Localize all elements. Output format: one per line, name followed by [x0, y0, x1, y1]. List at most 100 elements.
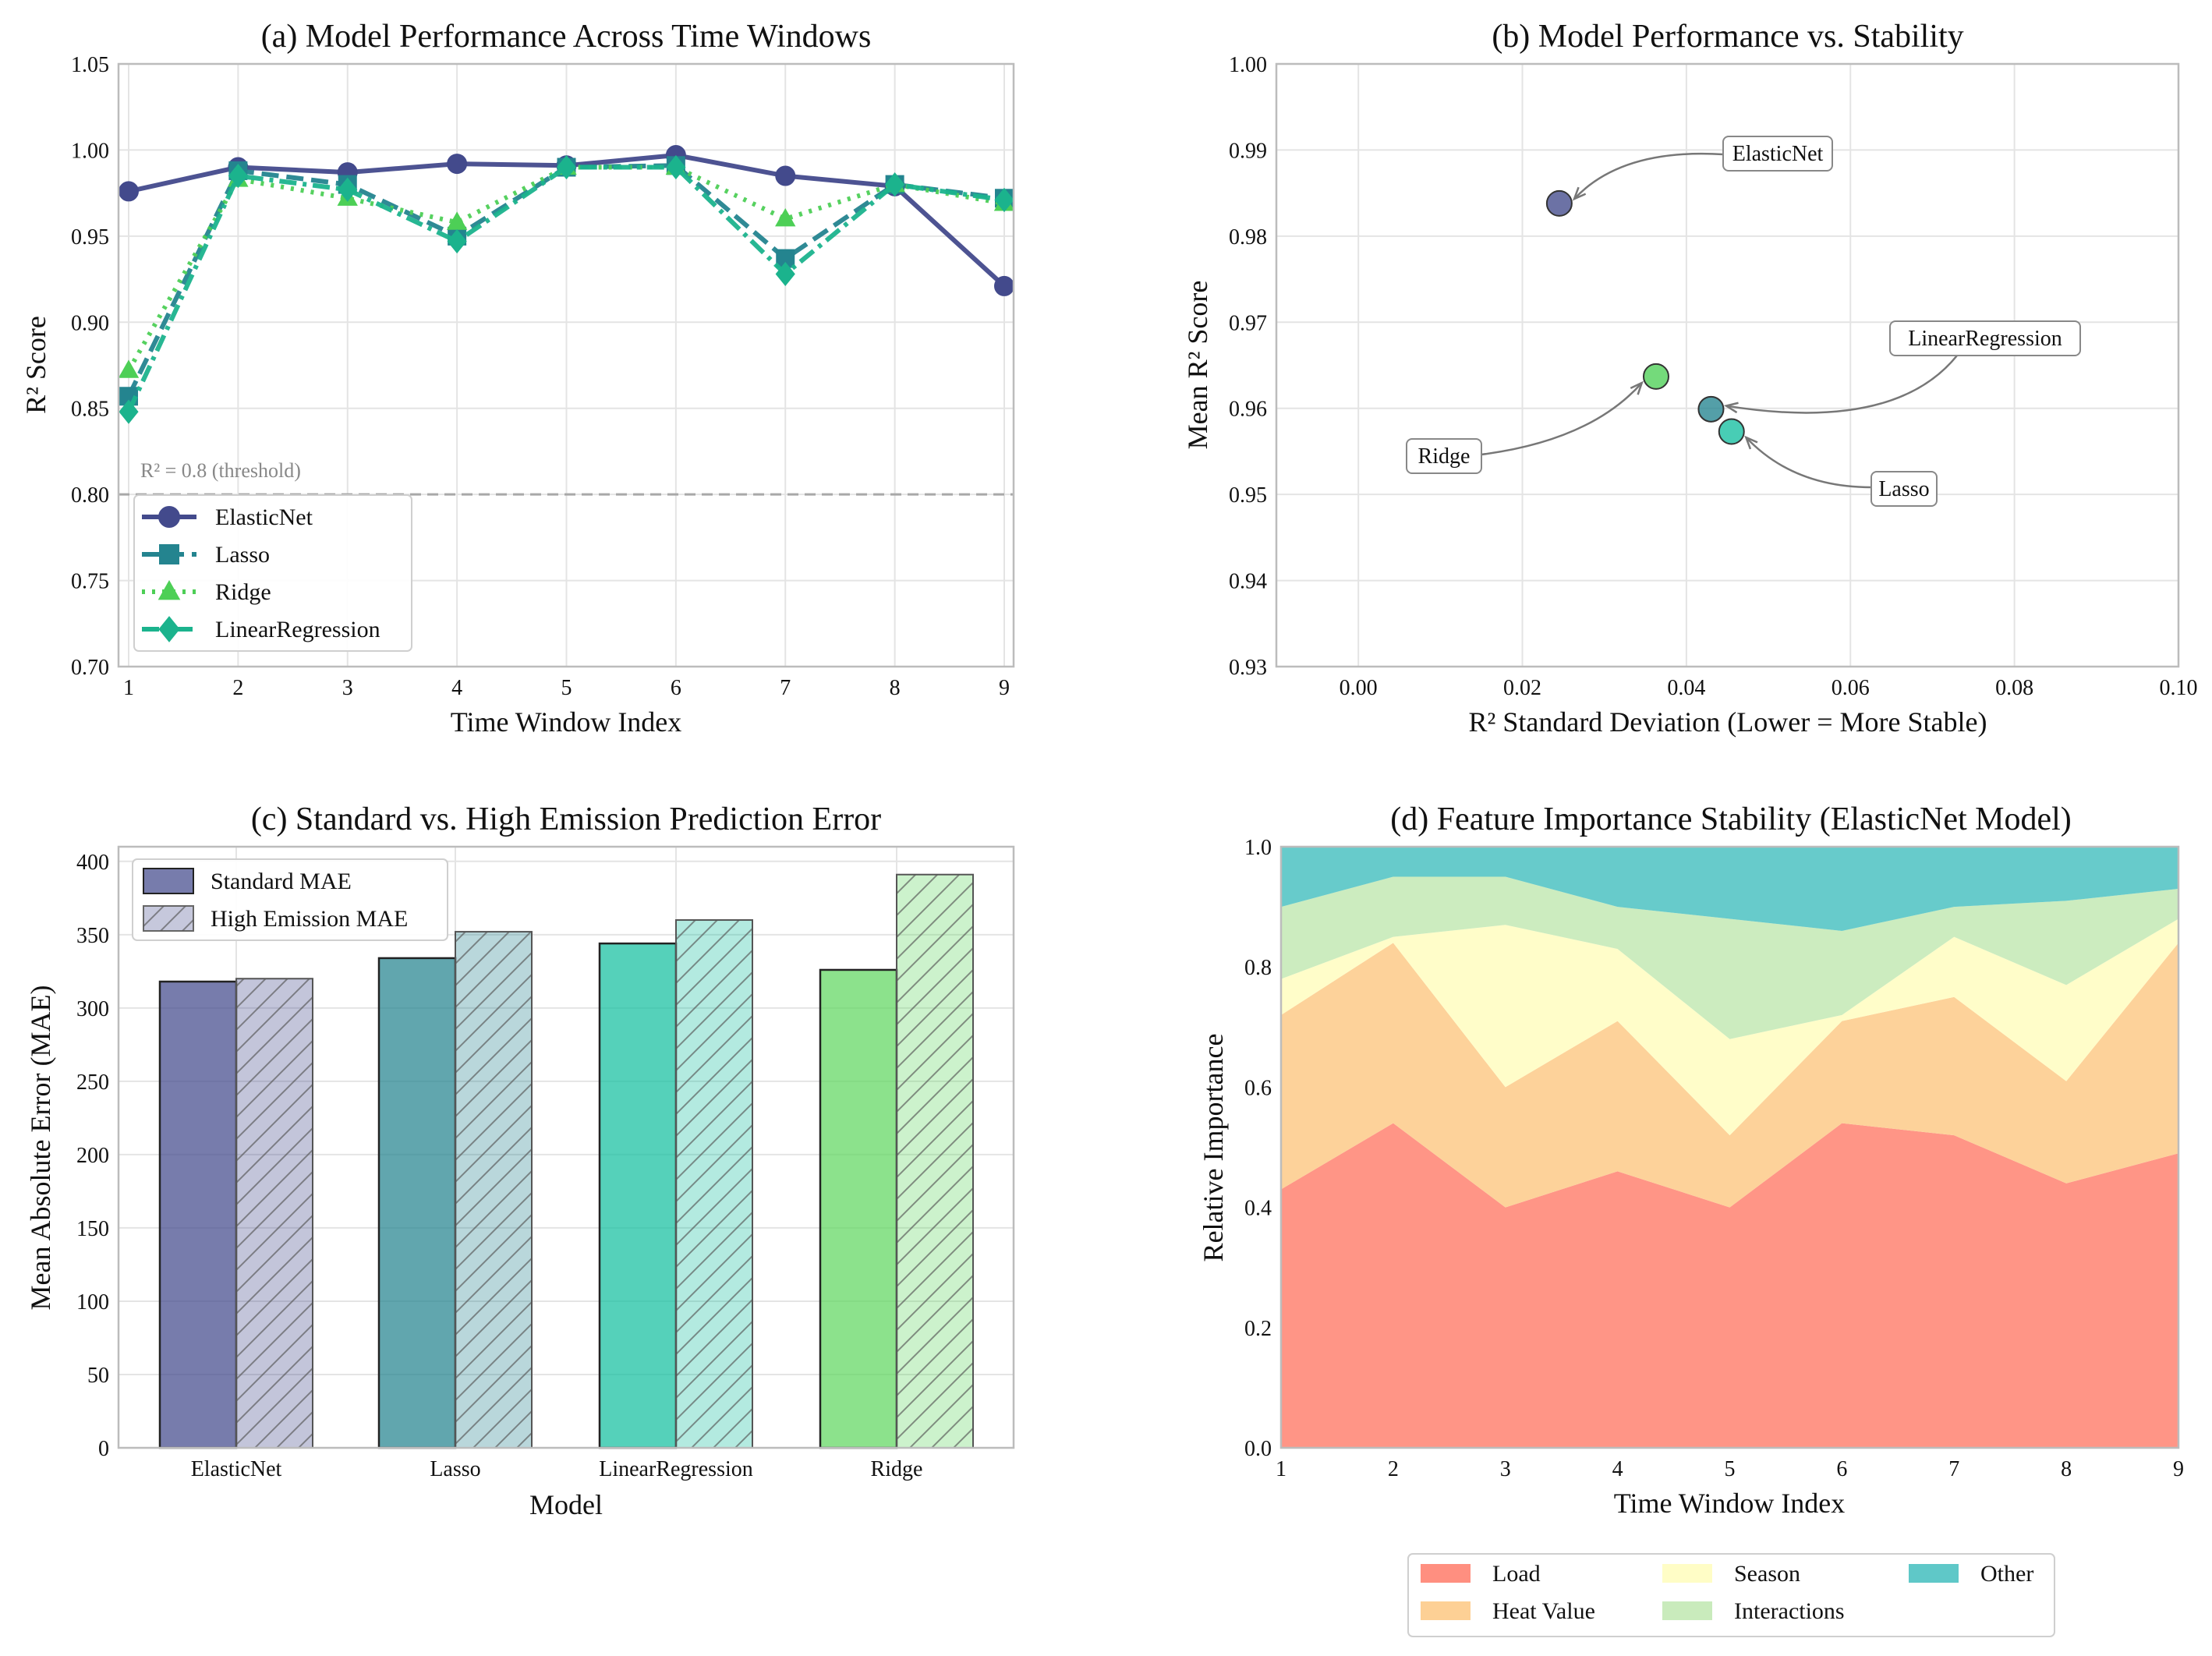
- panel-b-points: [1545, 189, 1745, 445]
- data-point: [994, 187, 1014, 213]
- xtick-label: Lasso: [430, 1457, 480, 1481]
- panel-d-yticks: 0.0 0.2 0.4 0.6 0.8 1.0: [1244, 836, 1272, 1461]
- legend-label: Standard MAE: [211, 869, 352, 894]
- xtick-label: 1: [1276, 1457, 1286, 1481]
- arrow-head: [1723, 402, 1739, 414]
- panel-a: (a) Model Performance Across Time Window…: [20, 19, 1015, 738]
- ytick-label: 200: [76, 1144, 109, 1168]
- ytick-label: 0.90: [71, 311, 109, 335]
- bar-hatch: [676, 920, 752, 1448]
- panel-a-threshold: R² = 0.8 (threshold): [119, 459, 1014, 496]
- area-interactions: [1281, 876, 2178, 1039]
- ytick-label: 0.95: [71, 225, 109, 249]
- data-point: [775, 261, 795, 287]
- panel-c-xlabel: Model: [529, 1489, 603, 1520]
- ytick-label: 0.99: [1229, 139, 1267, 163]
- point-lasso: [1718, 418, 1745, 445]
- arrow-head: [1572, 186, 1587, 201]
- panel-a-yticks: 0.70 0.75 0.80 0.85 0.90 0.95 1.00 1.05: [71, 53, 109, 680]
- xtick-label: 0.00: [1340, 676, 1378, 700]
- bar-hatch: [236, 978, 313, 1448]
- ytick-label: 0: [98, 1437, 109, 1461]
- panel-c-yticks: 0 50 100 150 200 250 300 350 400: [76, 851, 109, 1461]
- panel-b: (b) Model Performance vs. Stability 0.93…: [1182, 19, 2198, 738]
- panel-c-xticks: ElasticNet Lasso LinearRegression Ridge: [191, 1457, 923, 1481]
- xtick-label: 5: [1725, 1457, 1736, 1481]
- legend-swatch: [1421, 1564, 1471, 1583]
- data-point: [119, 399, 139, 424]
- legend-box: [132, 858, 448, 941]
- legend-label: High Emission MAE: [211, 906, 408, 932]
- legend-swatch: [143, 868, 194, 894]
- xtick-label: 7: [780, 676, 791, 700]
- annotation-label: Ridge: [1418, 444, 1471, 469]
- panel-a-xlabel: Time Window Index: [451, 706, 682, 738]
- ytick-label: 0.2: [1244, 1317, 1272, 1341]
- ytick-label: 1.00: [71, 139, 109, 163]
- xtick-label: 2: [1388, 1457, 1399, 1481]
- ytick-label: 0.4: [1244, 1197, 1272, 1221]
- xtick-label: Ridge: [871, 1457, 923, 1481]
- data-point: [775, 165, 796, 186]
- ytick-label: 250: [76, 1070, 109, 1095]
- data-point: [994, 275, 1014, 296]
- area-load: [1281, 1123, 2178, 1448]
- panel-b-frame: [1275, 62, 2180, 668]
- panel-a-frame: [117, 62, 1015, 668]
- series-line: [126, 165, 1005, 413]
- annotation-box: [1870, 471, 1938, 507]
- point-linearregression: [1697, 395, 1725, 423]
- xtick-label: 0.06: [1832, 676, 1870, 700]
- xtick-label: 6: [671, 676, 681, 700]
- panel-d-title: (d) Feature Importance Stability (Elasti…: [1390, 801, 2072, 837]
- panel-d-legend: Load Heat Value Season Interactions Other: [1407, 1553, 2055, 1637]
- xtick-label: 7: [1948, 1457, 1959, 1481]
- annotation-box: [1889, 320, 2081, 356]
- xtick-label: 6: [1836, 1457, 1847, 1481]
- panel-c-legend: Standard MAE High Emission MAE: [132, 858, 448, 941]
- xtick-label: 0.02: [1503, 676, 1541, 700]
- panel-d-frame: [1279, 845, 2180, 1449]
- panel-a-xticks: 1 2 3 4 5 6 7 8 9: [123, 676, 1010, 700]
- xtick-label: 3: [342, 676, 353, 700]
- legend-label: Heat Value: [1492, 1598, 1595, 1624]
- data-point: [446, 211, 468, 230]
- data-point: [338, 177, 358, 202]
- annotation-label: LinearRegression: [1908, 327, 2062, 351]
- series-linearregression: [119, 154, 1014, 424]
- annotation-arrow: [1481, 382, 1643, 456]
- ytick-label: 50: [87, 1364, 109, 1388]
- legend-marker: [157, 580, 181, 600]
- ytick-label: 0.98: [1229, 225, 1267, 249]
- panel-b-arrows: [1481, 152, 1958, 489]
- data-point: [556, 154, 577, 180]
- data-point: [447, 228, 467, 254]
- legend-swatch: [1909, 1564, 1959, 1583]
- ytick-label: 300: [76, 997, 109, 1021]
- ytick-label: 1.05: [71, 53, 109, 77]
- xtick-label: LinearRegression: [599, 1457, 753, 1481]
- panel-c: (c) Standard vs. High Emission Predictio…: [25, 801, 1015, 1520]
- legend-swatch: [1662, 1564, 1712, 1583]
- threshold-label: R² = 0.8 (threshold): [140, 459, 301, 482]
- legend-box: [1407, 1553, 2055, 1637]
- legend-marker: [158, 506, 180, 528]
- arrow-head: [1744, 435, 1758, 450]
- annotation-box: [1406, 438, 1482, 474]
- legend-label: Load: [1492, 1561, 1541, 1587]
- legend-swatch: [1662, 1601, 1712, 1620]
- xtick-label: 5: [561, 676, 572, 700]
- bar-standard: [377, 957, 457, 1449]
- xtick-label: 0.04: [1667, 676, 1705, 700]
- panel-a-series: [118, 145, 1015, 424]
- bar-standard: [598, 942, 678, 1449]
- xtick-label: 3: [1500, 1457, 1511, 1481]
- panel-c-bars: [158, 873, 974, 1449]
- panel-b-title: (b) Model Performance vs. Stability: [1492, 19, 1963, 55]
- data-point: [118, 359, 140, 378]
- data-point: [447, 154, 468, 175]
- ytick-label: 150: [76, 1217, 109, 1241]
- area-other: [1281, 847, 2178, 931]
- panel-d-xticks: 1 2 3 4 5 6 7 8 9: [1276, 1457, 2184, 1481]
